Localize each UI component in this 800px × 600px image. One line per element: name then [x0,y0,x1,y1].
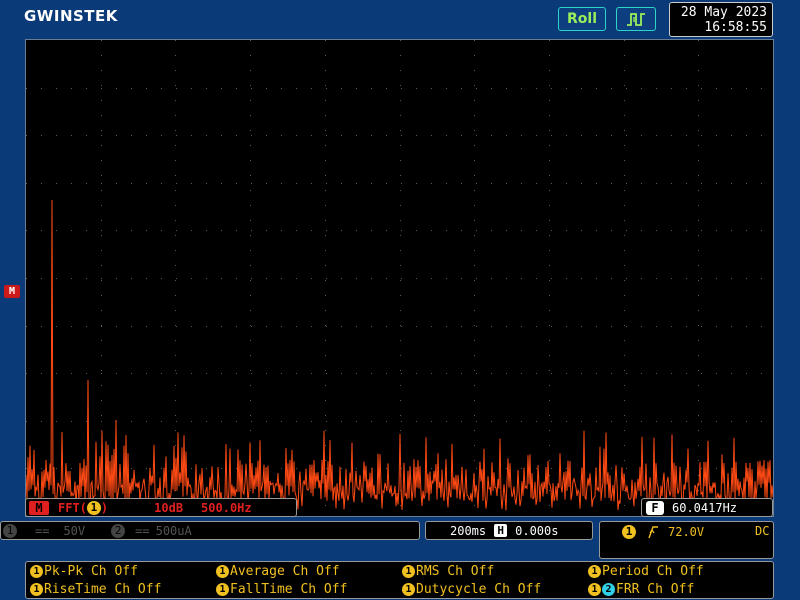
rising-edge-icon [648,526,658,539]
measurement-channel-badge: 1 [30,565,43,578]
measurement-label: FRR Ch Off [616,582,695,597]
measurement-dutycycle[interactable]: 1 Dutycycle Ch Off [402,582,541,597]
measurement-label: Dutycycle Ch Off [416,582,542,597]
measurement-channel2-badge: 2 [602,583,615,596]
measurement-channel-badge: 1 [402,583,415,596]
roll-mode-button[interactable]: Roll [558,7,606,31]
measurement-frr[interactable]: 1 2 FRR Ch Off [588,582,694,597]
brand-logo: GWINSTEK [24,7,118,25]
horizontal-position-badge: H [494,524,508,537]
measurement-label: RMS Ch Off [416,564,495,579]
measurement-channel-badge: 1 [216,565,229,578]
fft-trace [26,199,773,511]
math-status-bar[interactable]: M FFT( 1 ) 10dB 500.0Hz [25,498,297,517]
measurement-channel-badge: 1 [30,583,43,596]
measurement-channel-badge: 1 [402,565,415,578]
measurement-label: FallTime Ch Off [230,582,348,597]
ch2-badge: 2 [111,523,126,538]
measurement-channel-badge: 1 [216,583,229,596]
frequency-badge: F [646,500,664,515]
math-span: 500.0Hz [201,500,252,515]
frequency-value: 60.0417Hz [672,500,738,515]
measurement-pk-pk[interactable]: 1 Pk-Pk Ch Off [30,564,138,579]
horizontal-position: 0.000s [515,523,559,538]
math-badge: M [29,500,49,515]
timebase-scale: 200ms [450,523,487,538]
ch1-coupling-icon: == [35,523,50,538]
measurement-label: Period Ch Off [602,564,704,579]
measurement-channel-badge: 1 [588,565,601,578]
trigger-bar[interactable]: 1 72.0V DC [599,521,774,559]
math-function: FFT( [58,500,87,515]
measurement-average[interactable]: 1 Average Ch Off [216,564,340,579]
math-scale: 10dB [154,500,184,515]
waveform-display[interactable] [25,39,774,517]
edge-pulse-icon [627,13,645,26]
measurement-panel[interactable]: 1 Pk-Pk Ch Off 1 Average Ch Off 1 RMS Ch… [25,561,774,599]
ch2-coupling-icon: == [135,523,150,538]
math-position-marker[interactable]: M [4,285,20,298]
frequency-counter: F 60.0417Hz [641,498,773,517]
measurement-label: RiseTime Ch Off [44,582,162,597]
graticule [26,40,762,506]
ch2-scale: 500uA [155,523,192,538]
timebase-bar[interactable]: 200ms H 0.000s [425,521,593,540]
math-close-paren: ) [100,500,109,515]
measurement-channel-badge: 1 [588,583,601,596]
measurement-falltime[interactable]: 1 FallTime Ch Off [216,582,347,597]
measurement-rms[interactable]: 1 RMS Ch Off [402,564,494,579]
fft-plot [26,40,773,511]
measurement-risetime[interactable]: 1 RiseTime Ch Off [30,582,161,597]
ch1-scale: 50V [63,523,86,538]
measurement-label: Pk-Pk Ch Off [44,564,138,579]
trigger-coupling: DC [755,524,770,538]
trigger-source-badge: 1 [622,525,636,539]
measurement-period[interactable]: 1 Period Ch Off [588,564,704,579]
date-time-display: 28 May 2023 16:58:55 [669,2,773,37]
trigger-mode-button[interactable] [616,7,656,31]
trigger-level: 72.0V [668,525,705,539]
time-text: 16:58:55 [704,20,767,35]
measurement-label: Average Ch Off [230,564,340,579]
channel-status-bar[interactable]: 1 == 50V 2 == 500uA [0,521,420,540]
ch1-badge: 1 [3,523,17,538]
date-text: 28 May 2023 [680,5,767,20]
math-source-badge: 1 [86,500,101,515]
